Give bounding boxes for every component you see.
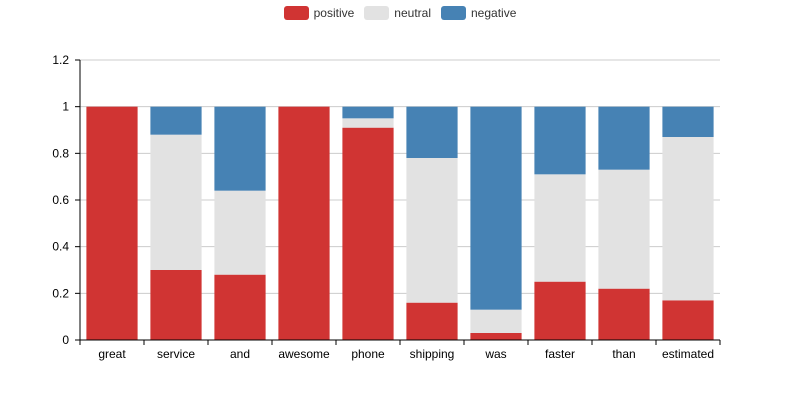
- legend-label-negative: negative: [471, 6, 517, 20]
- bar-positive-than[interactable]: [598, 288, 650, 340]
- bar-positive-phone[interactable]: [342, 127, 394, 341]
- chart-legend: positive neutral negative: [0, 4, 800, 22]
- bar-positive-and[interactable]: [214, 274, 266, 340]
- x-tick-label: shipping: [410, 347, 455, 361]
- bar-neutral-phone[interactable]: [342, 118, 394, 128]
- legend-item-neutral[interactable]: neutral: [364, 6, 431, 20]
- bar-positive-was[interactable]: [470, 333, 522, 340]
- x-tick-label: service: [157, 347, 195, 361]
- legend-item-positive[interactable]: positive: [283, 6, 355, 20]
- x-tick-label: great: [98, 347, 126, 361]
- x-tick-label: faster: [545, 347, 575, 361]
- x-tick-label: estimated: [662, 347, 714, 361]
- x-tick-label: and: [230, 347, 250, 361]
- bar-neutral-estimated[interactable]: [662, 137, 714, 301]
- bar-negative-than[interactable]: [598, 106, 650, 170]
- bar-neutral-than[interactable]: [598, 169, 650, 289]
- legend-swatch-neutral: [364, 6, 390, 20]
- legend-swatch-negative: [441, 6, 466, 20]
- legend-swatch-positive: [283, 6, 309, 20]
- y-tick-label: 0.2: [52, 286, 69, 300]
- bar-negative-service[interactable]: [150, 106, 202, 135]
- bar-neutral-and[interactable]: [214, 190, 266, 275]
- bar-negative-faster[interactable]: [534, 106, 586, 175]
- y-tick-label: 0.6: [52, 193, 69, 207]
- bar-positive-service[interactable]: [150, 270, 202, 340]
- bar-negative-phone[interactable]: [342, 106, 394, 119]
- axes: 0 0.2 0.4 0.6 0.8 1 1.2 great service and awesome p…: [52, 53, 721, 361]
- legend-label-positive: positive: [313, 6, 355, 20]
- bar-neutral-faster[interactable]: [534, 174, 586, 282]
- y-tick-label: 1.2: [52, 53, 69, 67]
- bar-positive-estimated[interactable]: [662, 300, 714, 340]
- bar-positive-shipping[interactable]: [406, 302, 458, 340]
- bar-negative-was[interactable]: [470, 106, 522, 310]
- x-tick-label: was: [484, 347, 506, 361]
- legend-label-neutral: neutral: [394, 6, 431, 20]
- legend-item-negative[interactable]: negative: [441, 6, 516, 20]
- x-tick-label: awesome: [278, 347, 330, 361]
- bar-neutral-service[interactable]: [150, 134, 202, 270]
- bar-positive-awesome[interactable]: [278, 106, 330, 341]
- bar-negative-shipping[interactable]: [406, 106, 458, 158]
- x-tick-label: than: [612, 347, 635, 361]
- bar-neutral-was[interactable]: [470, 309, 522, 333]
- y-tick-label: 0: [62, 333, 69, 347]
- y-tick-label: 0.8: [52, 146, 69, 160]
- bar-negative-estimated[interactable]: [662, 106, 714, 137]
- bar-positive-great[interactable]: [86, 106, 138, 341]
- bar-neutral-shipping[interactable]: [406, 158, 458, 303]
- bars: [86, 106, 714, 341]
- x-tick-label: phone: [351, 347, 385, 361]
- bar-negative-and[interactable]: [214, 106, 266, 191]
- y-tick-label: 1: [62, 100, 69, 114]
- y-tick-label: 0.4: [52, 240, 69, 254]
- bar-positive-faster[interactable]: [534, 281, 586, 340]
